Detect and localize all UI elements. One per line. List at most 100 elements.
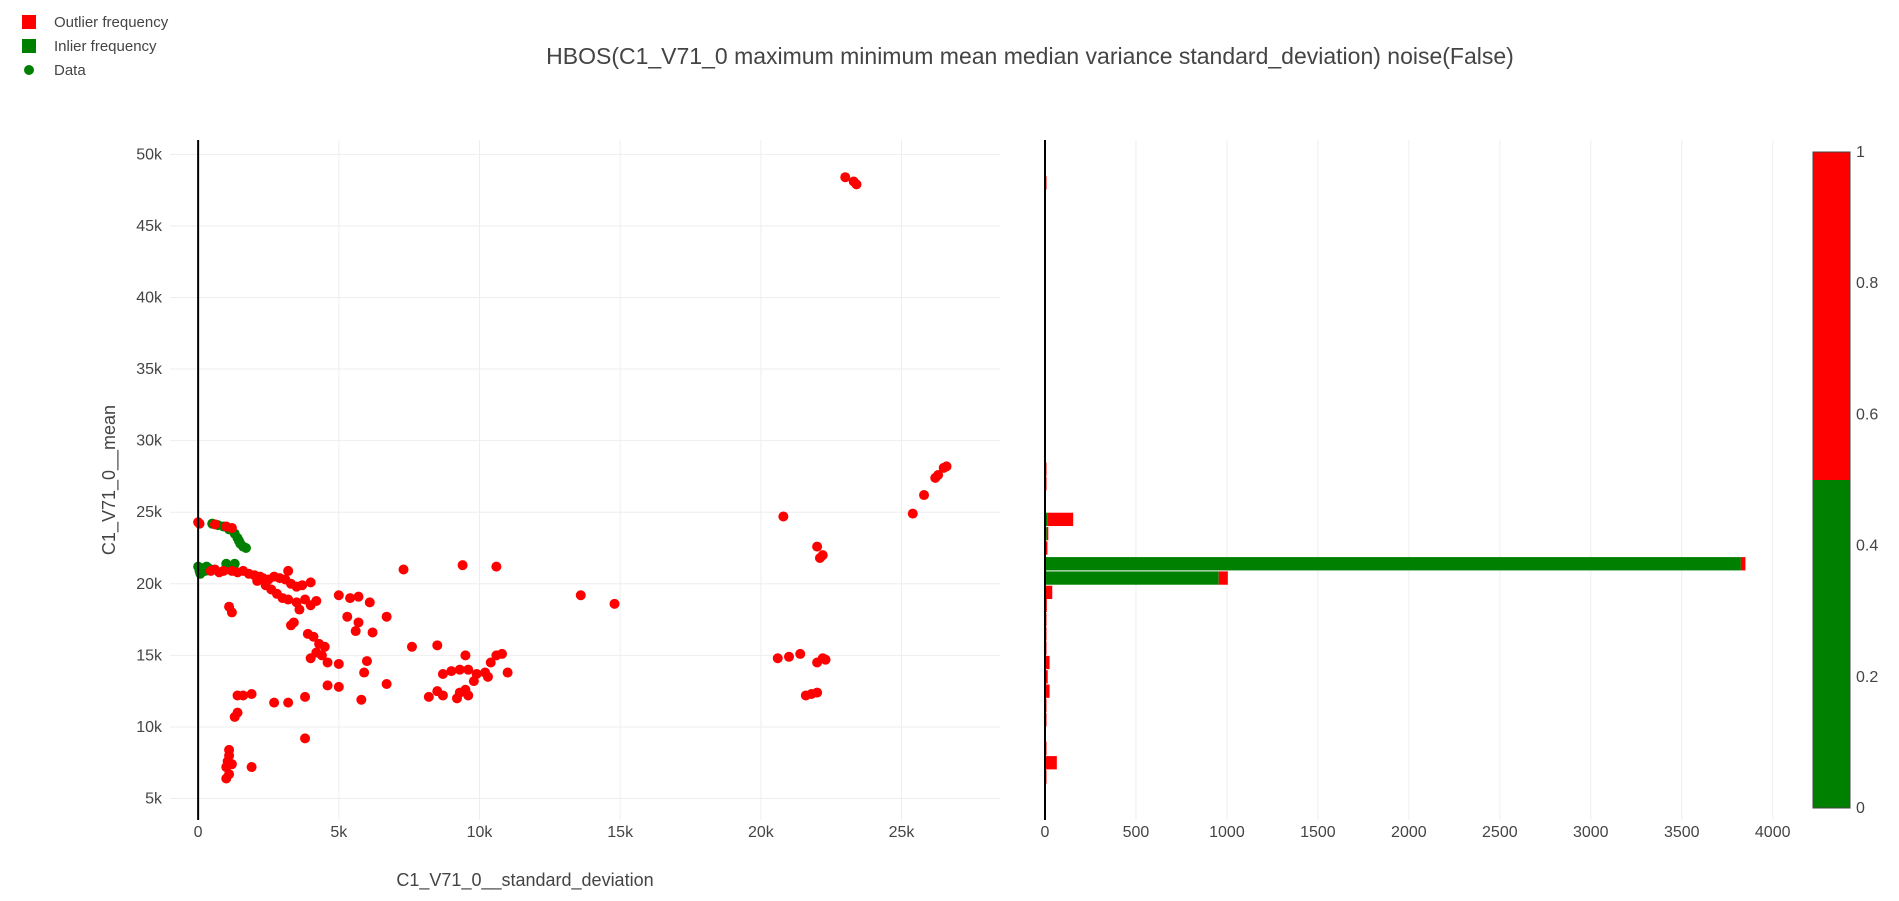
scatter-x-tick-label: 15k [607, 824, 634, 841]
outlier-point [364, 597, 375, 608]
legend-label-0: Outlier frequency [54, 14, 169, 31]
outlier-point [333, 590, 344, 601]
outlier-point [795, 648, 806, 659]
outlier-point [300, 733, 311, 744]
legend[interactable]: Outlier frequency Inlier frequency Data [22, 14, 169, 79]
scatter-x-tick-label: 10k [467, 824, 494, 841]
histogram-x-tick-label: 500 [1123, 824, 1150, 841]
histogram-bar-outlier [1045, 684, 1050, 698]
outlier-point [218, 565, 229, 576]
outlier-point [305, 653, 316, 664]
histogram-gridlines [1135, 140, 1774, 820]
colorbar-tick-label: 0 [1856, 800, 1865, 817]
outlier-point [333, 658, 344, 669]
outlier-point [432, 640, 443, 651]
outlier-point [333, 681, 344, 692]
outlier-point [454, 664, 465, 675]
histogram-bar-inlier [1045, 512, 1048, 527]
outlier-point [941, 461, 952, 472]
colorbar: 0 0.2 0.4 0.6 0.8 1 [1812, 144, 1878, 817]
outlier-point [451, 693, 462, 704]
scatter-y-tick-label: 20k [136, 576, 163, 593]
colorbar-low-segment [1813, 480, 1850, 808]
legend-label-1: Inlier frequency [54, 38, 157, 55]
chart-title: HBOS(C1_V71_0 maximum minimum mean media… [546, 43, 1514, 69]
outlier-point [316, 650, 327, 661]
outlier-point [485, 657, 496, 668]
legend-label-2: Data [54, 62, 86, 79]
outlier-point [398, 564, 409, 575]
scatter-x-axis-title: C1_V71_0__standard_deviation [396, 870, 653, 891]
histogram-bar-outlier [1045, 541, 1048, 555]
outlier-point [812, 541, 823, 552]
histogram-bar-outlier [1046, 527, 1049, 541]
outlier-point [308, 631, 319, 642]
outlier-point [294, 604, 305, 615]
outlier-point [345, 593, 356, 604]
outlier-point [502, 667, 513, 678]
outlier-point [468, 676, 479, 687]
outlier-point [283, 565, 294, 576]
outlier-point [300, 691, 311, 702]
colorbar-tick-label: 0.4 [1856, 538, 1878, 555]
histogram-bar-inlier [1045, 557, 1741, 571]
scatter-x-tick-label: 5k [330, 824, 348, 841]
scatter-y-tick-label: 40k [136, 289, 163, 306]
histogram-bar-outlier [1045, 756, 1057, 770]
outlier-point [491, 561, 502, 572]
histogram-bar-outlier [1045, 670, 1048, 684]
histogram-bar-outlier [1045, 585, 1053, 600]
outlier-point [814, 553, 825, 564]
outlier-point [322, 657, 333, 668]
histogram-x-tick-label: 0 [1041, 824, 1050, 841]
outlier-point [437, 668, 448, 679]
colorbar-tick-label: 1 [1856, 144, 1865, 161]
histogram-bar-outlier [1047, 512, 1074, 527]
outlier-point [269, 697, 280, 708]
outlier-point [432, 686, 443, 697]
scatter-y-tick-label: 15k [136, 647, 163, 664]
outlier-point [319, 641, 330, 652]
scatter-y-tick-label: 50k [136, 146, 163, 163]
outlier-point [283, 697, 294, 708]
scatter-y-tick-label: 35k [136, 361, 163, 378]
outlier-point [406, 641, 417, 652]
histogram-x-tick-label: 3500 [1664, 824, 1700, 841]
inlier-point [240, 543, 251, 553]
scatter-y-tick-label: 10k [136, 719, 163, 736]
histogram-panel[interactable]: 0 500 1000 1500 2000 2500 3000 3500 4000 [1041, 140, 1791, 841]
scatter-x-tick-label: 20k [748, 824, 775, 841]
outlier-point [367, 627, 378, 638]
outlier-point [232, 707, 243, 718]
legend-swatch-1 [22, 39, 36, 53]
scatter-y-ticks: 5k 10k 15k 20k 25k 30k 35k 40k 45k 50k [136, 146, 163, 807]
outlier-point [463, 664, 474, 675]
outlier-point [933, 469, 944, 480]
scatter-y-tick-label: 30k [136, 433, 163, 450]
outlier-point [778, 511, 789, 522]
histogram-bars [1045, 176, 1746, 784]
scatter-x-ticks: 0 5k 10k 15k 20k 25k [194, 824, 916, 841]
outlier-point [353, 617, 364, 628]
outlier-point [246, 689, 257, 700]
outlier-point [457, 560, 468, 571]
colorbar-outline [1812, 151, 1851, 809]
outlier-point [609, 598, 620, 609]
outlier-point [285, 620, 296, 631]
outlier-point [772, 653, 783, 664]
outlier-point [812, 687, 823, 698]
colorbar-tick-label: 0.8 [1856, 275, 1878, 292]
scatter-x-tick-label: 0 [194, 824, 203, 841]
scatter-y-tick-label: 5k [145, 791, 163, 808]
outlier-point [226, 522, 237, 533]
scatter-panel[interactable]: 0 5k 10k 15k 20k 25k 5k 10k 15k 20k 25k 30k 35k 40k 4… [99, 140, 1000, 891]
outlier-point [446, 666, 457, 677]
outlier-point [359, 667, 370, 678]
outlier-point [482, 671, 493, 682]
outlier-point [381, 611, 392, 622]
outlier-point [381, 679, 392, 689]
histogram-x-tick-label: 1500 [1300, 824, 1336, 841]
histogram-x-tick-label: 4000 [1755, 824, 1791, 841]
scatter-gridlines [170, 140, 1000, 820]
